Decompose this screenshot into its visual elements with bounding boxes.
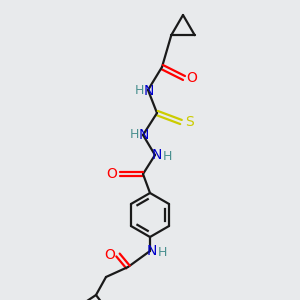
Text: N: N bbox=[152, 148, 162, 162]
Text: H: H bbox=[162, 149, 172, 163]
Text: H: H bbox=[129, 128, 139, 142]
Text: S: S bbox=[184, 115, 194, 129]
Text: H: H bbox=[134, 85, 144, 98]
Text: O: O bbox=[106, 167, 117, 181]
Text: N: N bbox=[147, 244, 157, 258]
Text: N: N bbox=[139, 128, 149, 142]
Text: O: O bbox=[187, 71, 197, 85]
Text: N: N bbox=[144, 84, 154, 98]
Text: H: H bbox=[157, 245, 167, 259]
Text: O: O bbox=[105, 248, 116, 262]
